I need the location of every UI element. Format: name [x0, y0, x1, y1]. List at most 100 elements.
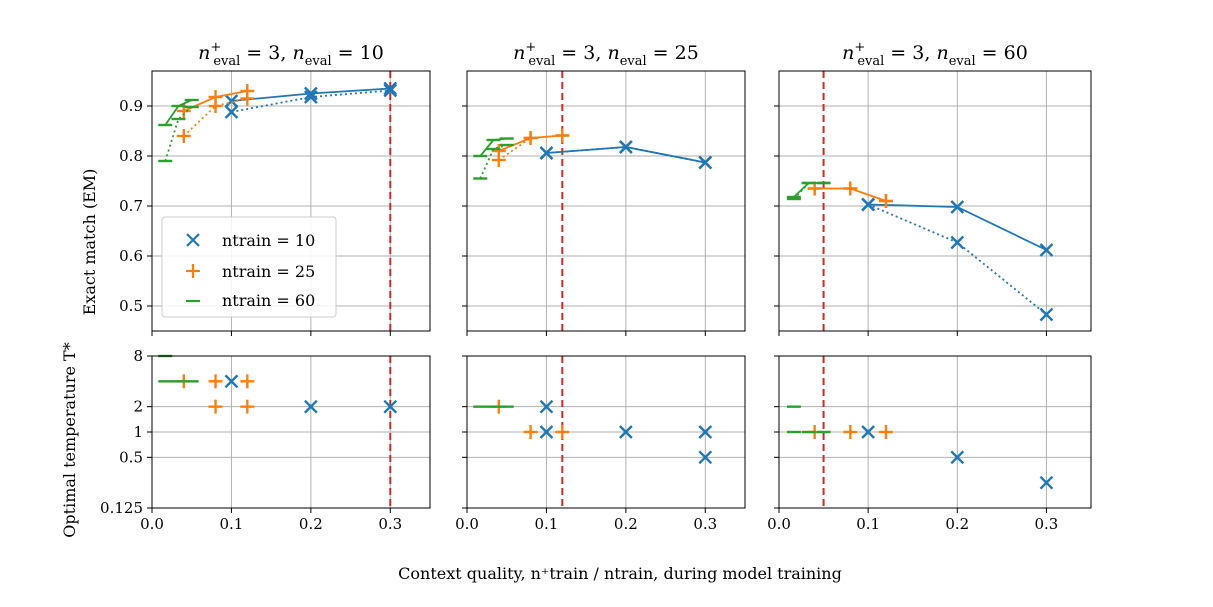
y-tick-label: 0.7: [119, 197, 143, 215]
data-point-n25: [240, 91, 255, 106]
data-point-n10-stroke: [861, 197, 875, 212]
plot-frame: [151, 70, 431, 332]
data-point-n10: [698, 425, 713, 439]
legend-marker-n25: [186, 264, 200, 278]
data-point-n25: [843, 181, 858, 196]
plot-frame: [778, 355, 1092, 509]
data-point-n25: [240, 374, 255, 389]
x-tick-label: 0.3: [693, 515, 717, 533]
panel-bottom-1: 0.0 0.1 0.2 0.3 0.125 0.5 1 2 8: [100, 347, 431, 533]
y-tick-label: 0.5: [119, 448, 143, 466]
data-point-n25: [240, 399, 255, 414]
data-point-n10: [383, 81, 398, 96]
data-point-n10-stroke: [383, 81, 398, 96]
plot-frame: [466, 70, 746, 332]
data-point-n10-stroke: [383, 83, 398, 98]
panel-bottom-2: 0.0 0.1 0.2 0.3: [455, 355, 746, 533]
data-point-n25: [843, 425, 858, 439]
plot-frame: [466, 355, 746, 509]
data-point-n25: [523, 425, 538, 439]
data-point-n10-stroke: [619, 140, 633, 154]
data-point-n10: [1039, 475, 1054, 490]
x-tick-label: 0.1: [856, 515, 880, 533]
panel-title: n+ eval = 3, neval = 60: [842, 40, 1028, 69]
data-point-n10-stroke: [383, 399, 398, 414]
data-point-n25: [208, 399, 223, 414]
y-tick-label: 0.125: [100, 499, 143, 517]
data-point-n10: [619, 140, 633, 154]
data-point-n10: [698, 450, 713, 465]
data-point-n25: [491, 153, 506, 167]
panel-top-3: n+ eval = 3, neval = 60: [774, 40, 1092, 336]
x-tick-label: 0.3: [378, 515, 402, 533]
data-point-n25: [208, 99, 223, 113]
data-point-n10-stroke: [950, 450, 965, 465]
data-point-n10-stroke: [950, 235, 965, 250]
data-point-n10-stroke: [304, 399, 318, 414]
legend-label-n60: ntrain = 60: [222, 291, 315, 310]
legend-label-n25: ntrain = 25: [222, 262, 315, 281]
panels: 0.5 0.6 0.7 0.8 0.9 n+ eval = 3, neval = 10 n+ e…: [100, 40, 1092, 533]
data-point-n10-stroke: [1039, 243, 1054, 257]
data-point-n10: [861, 197, 875, 212]
x-tick-label: 0.0: [455, 515, 479, 533]
data-point-n10: [383, 83, 398, 98]
data-point-n25: [208, 374, 223, 389]
data-point-n10-stroke: [619, 425, 633, 439]
series-line-n60-dotted: [164, 106, 193, 162]
data-point-n10-stroke: [539, 146, 554, 160]
data-point-n10: [304, 399, 318, 414]
x-tick-label: 0.2: [299, 515, 323, 533]
data-point-n10: [861, 425, 875, 439]
x-tick-label: 0.1: [219, 515, 243, 533]
data-point-n10: [950, 235, 965, 250]
data-point-n10: [539, 425, 554, 439]
series-line-n25-dotted: [183, 97, 248, 137]
panel-top-2: n+ eval = 3, neval = 25: [462, 40, 746, 336]
data-point-n10: [619, 425, 633, 439]
data-point-n10-stroke: [224, 105, 239, 119]
data-point-n10-stroke: [950, 200, 965, 214]
bottom-ylabel: Optimal temperature T*: [60, 342, 79, 537]
data-point-n25: [523, 131, 538, 145]
x-axis-label: Context quality, n⁺train / ntrain, durin…: [398, 564, 842, 583]
plot-frame: [151, 355, 431, 509]
data-point-n10-stroke: [1039, 475, 1054, 490]
data-point-n10: [224, 94, 239, 108]
legend-box: [161, 216, 337, 318]
data-point-n10-stroke: [224, 374, 239, 389]
x-tick-label: 0.1: [534, 515, 558, 533]
y-tick-label: 8: [133, 347, 143, 365]
data-point-n10-stroke: [698, 425, 713, 439]
x-tick-label: 0.0: [767, 515, 791, 533]
series-line-n60-dotted: [479, 144, 507, 179]
legend: ntrain = 10 ntrain = 25 ntrain = 60: [161, 216, 337, 318]
data-point-n10-stroke: [539, 425, 554, 439]
data-point-n10: [224, 374, 239, 389]
data-point-n10: [1039, 243, 1054, 257]
top-ylabel: Exact match (EM): [80, 169, 99, 316]
x-tick-label: 0.2: [614, 515, 638, 533]
data-point-n25: [555, 425, 570, 439]
legend-label-n10: ntrain = 10: [222, 231, 315, 250]
data-point-n25: [878, 425, 893, 439]
legend-marker-n10: [186, 233, 200, 247]
data-point-n10-stroke: [224, 94, 239, 108]
data-point-n25: [176, 129, 191, 143]
x-tick-label: 0.2: [945, 515, 969, 533]
data-point-n10-stroke: [698, 155, 713, 170]
x-tick-label: 0.3: [1034, 515, 1058, 533]
y-tick-label: 0.6: [119, 247, 143, 265]
data-point-n10-stroke: [1039, 307, 1054, 322]
panel-title: n+ eval = 3, neval = 25: [513, 40, 699, 69]
data-point-n10-stroke: [304, 90, 318, 104]
y-tick-label: 1: [133, 423, 143, 441]
data-point-n10: [383, 399, 398, 414]
data-point-n10-stroke: [698, 450, 713, 465]
y-tick-label: 0.5: [119, 297, 143, 315]
data-point-n10: [539, 146, 554, 160]
data-point-n10: [950, 450, 965, 465]
y-tick-label: 2: [133, 398, 143, 416]
data-point-n10-stroke: [861, 425, 875, 439]
data-point-n10: [1039, 307, 1054, 322]
